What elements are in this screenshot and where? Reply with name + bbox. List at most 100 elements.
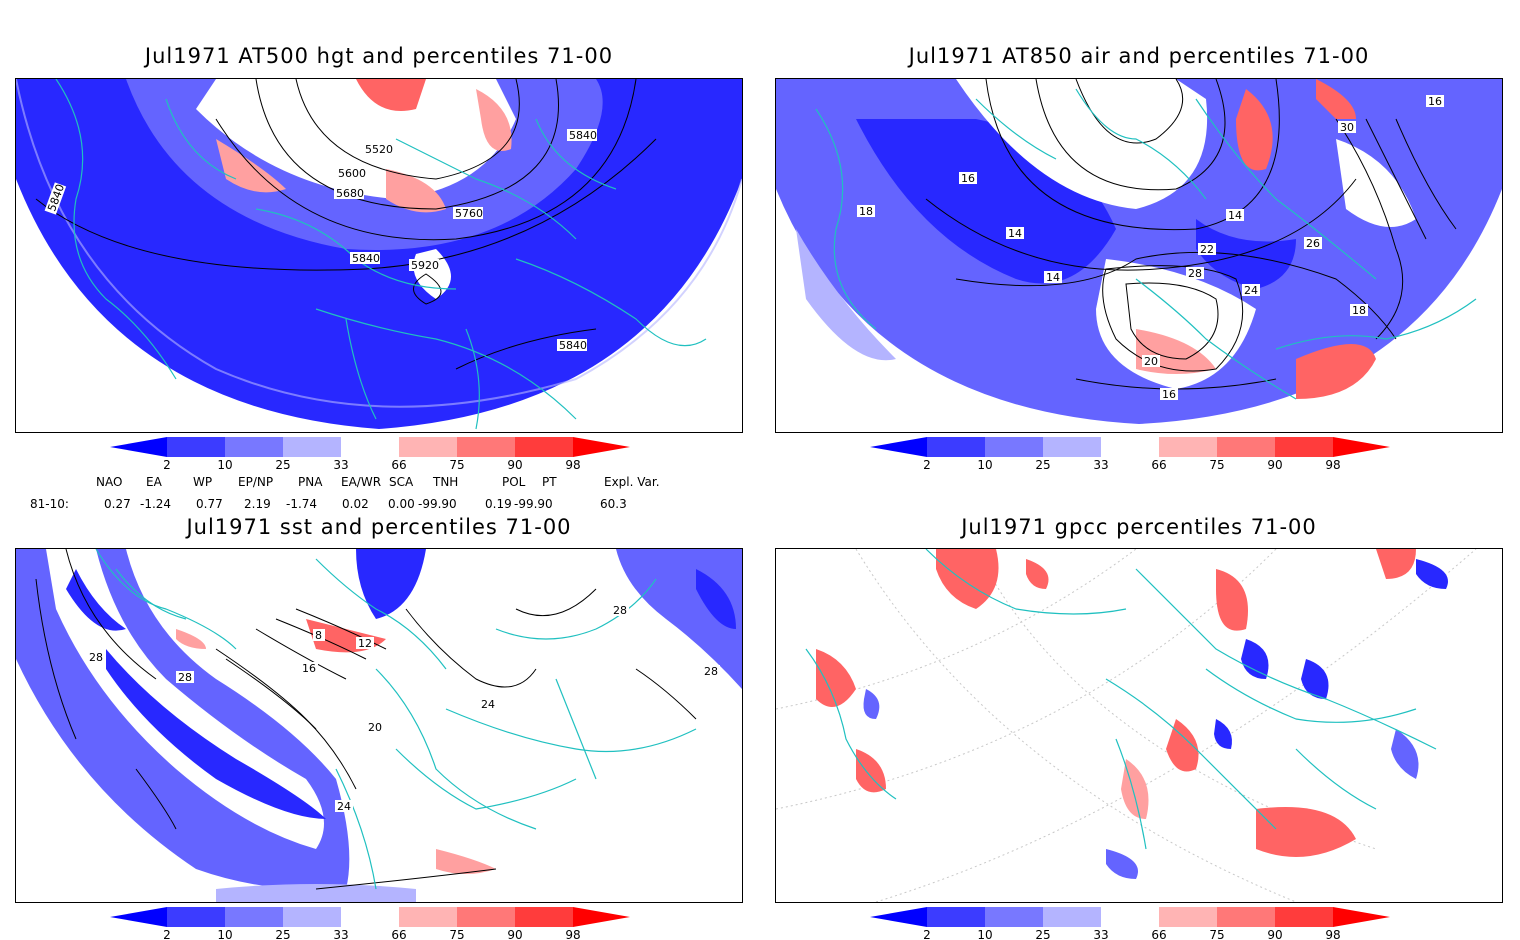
contour-label: 5760 [455, 207, 483, 220]
contour-label: 30 [1340, 121, 1354, 134]
contour-label: 22 [1200, 243, 1214, 256]
colorbar-tick: 75 [1209, 458, 1224, 471]
colorbar-tick: 90 [507, 458, 522, 471]
map-panel-hgt500: 5520 5600 5680 5760 5840 5840 5840 5840 … [15, 78, 743, 433]
colorbar-tick: 75 [449, 928, 464, 940]
panel-title-sst: Jul1971 sst and percentiles 71-00 [186, 515, 572, 539]
contour-label: 18 [1352, 304, 1366, 317]
teleconnection-indices: NAO EA WP EP/NP PNA EA/WR SCA TNH POL PT… [0, 475, 760, 515]
contour-label: 5520 [365, 143, 393, 156]
colorbar-tick: 33 [1093, 458, 1108, 471]
contour-label: 16 [1428, 95, 1442, 108]
colorbar-tick: 33 [1093, 928, 1108, 940]
colorbar-air850: 2 10 25 33 66 75 90 98 [870, 437, 1390, 471]
contour-label: 18 [859, 205, 873, 218]
colorbar-tick: 98 [565, 928, 580, 940]
colorbar-tick: 25 [1035, 458, 1050, 471]
contour-label: 24 [1244, 284, 1258, 297]
map-panel-gpcc [775, 548, 1503, 903]
index-value: -99.90 [514, 497, 553, 511]
index-header: WP [193, 475, 213, 489]
contour-label: 5840 [559, 339, 587, 352]
colorbar-tick: 98 [565, 458, 580, 471]
index-header: EA/WR [341, 475, 382, 489]
map-panel-air850: 14 14 14 16 16 16 18 18 20 22 24 26 28 [775, 78, 1503, 433]
index-value: 0.77 [196, 497, 223, 511]
panel-title-hgt500: Jul1971 AT500 hgt and percentiles 71-00 [144, 44, 614, 68]
index-header: PNA [298, 475, 323, 489]
colorbar-tick: 66 [1151, 458, 1166, 471]
colorbar-tick: 2 [923, 458, 931, 471]
colorbar-tick: 66 [391, 458, 406, 471]
colorbar-tick: 90 [507, 928, 522, 940]
index-value: -99.90 [418, 497, 457, 511]
colorbar-tick: 90 [1267, 458, 1282, 471]
colorbar-tick: 98 [1325, 458, 1340, 471]
index-header: PT [542, 475, 557, 489]
contour-label: 8 [315, 629, 322, 642]
colorbar-tick: 10 [217, 458, 232, 471]
colorbar-tick: 10 [977, 928, 992, 940]
colorbar-tick: 66 [391, 928, 406, 940]
contour-label: 14 [1046, 271, 1060, 284]
index-header: TNH [433, 475, 459, 489]
colorbar-gpcc: 2 10 25 33 66 75 90 98 [870, 907, 1390, 940]
colorbar-tick: 25 [275, 458, 290, 471]
contour-label: 16 [302, 662, 316, 675]
index-value: 0.19 [485, 497, 512, 511]
colorbar-tick: 90 [1267, 928, 1282, 940]
colorbar-tick: 2 [923, 928, 931, 940]
contour-label: 5840 [569, 129, 597, 142]
contour-label: 24 [337, 800, 351, 813]
colorbar-tick: 33 [333, 928, 348, 940]
panel-title-air850: Jul1971 AT850 air and percentiles 71-00 [908, 44, 1370, 68]
contour-label: 28 [613, 604, 627, 617]
index-value: 0.27 [104, 497, 131, 511]
contour-label: 24 [481, 698, 495, 711]
index-value: 60.3 [600, 497, 627, 511]
index-header: EA [146, 475, 162, 489]
colorbar-tick: 25 [275, 928, 290, 940]
index-value: -1.74 [286, 497, 318, 511]
panel-title-gpcc: Jul1971 gpcc percentiles 71-00 [961, 515, 1317, 539]
contour-label: 16 [961, 172, 975, 185]
contour-label: 5600 [338, 167, 366, 180]
colorbar-tick: 25 [1035, 928, 1050, 940]
colorbar-tick: 10 [217, 928, 232, 940]
contour-label: 5840 [352, 252, 380, 265]
colorbar-tick: 10 [977, 458, 992, 471]
contour-label: 28 [704, 665, 718, 678]
contour-label: 26 [1306, 237, 1320, 250]
contour-label: 12 [358, 637, 372, 650]
colorbar-tick: 75 [1209, 928, 1224, 940]
map-panel-sst: 8 12 16 20 24 24 28 28 28 28 [15, 548, 743, 903]
colorbar-sst: 2 10 25 33 66 75 90 98 [110, 907, 630, 940]
index-header: NAO [96, 475, 123, 489]
index-header: EP/NP [238, 475, 274, 489]
colorbar-tick: 98 [1325, 928, 1340, 940]
colorbar-tick: 2 [163, 458, 171, 471]
index-value: 0.02 [342, 497, 369, 511]
index-value: 0.00 [388, 497, 415, 511]
contour-label: 28 [89, 651, 103, 664]
contour-label: 14 [1228, 209, 1242, 222]
contour-label: 5920 [411, 259, 439, 272]
index-value: -1.24 [140, 497, 172, 511]
index-row-label: 81-10: [30, 497, 69, 511]
contour-label: 28 [1188, 267, 1202, 280]
contour-label: 14 [1008, 227, 1022, 240]
colorbar-tick: 75 [449, 458, 464, 471]
colorbar-tick: 2 [163, 928, 171, 940]
colorbar-tick: 33 [333, 458, 348, 471]
colorbar-tick: 66 [1151, 928, 1166, 940]
contour-label: 16 [1162, 388, 1176, 401]
contour-label: 20 [1144, 355, 1158, 368]
colorbar-hgt500: 2 10 25 33 66 75 90 98 [110, 437, 630, 471]
index-value: 2.19 [244, 497, 271, 511]
contour-label: 28 [178, 671, 192, 684]
contour-label: 20 [368, 721, 382, 734]
index-header: Expl. Var. [604, 475, 660, 489]
index-header: SCA [389, 475, 414, 489]
index-header: POL [502, 475, 526, 489]
contour-label: 5680 [336, 187, 364, 200]
